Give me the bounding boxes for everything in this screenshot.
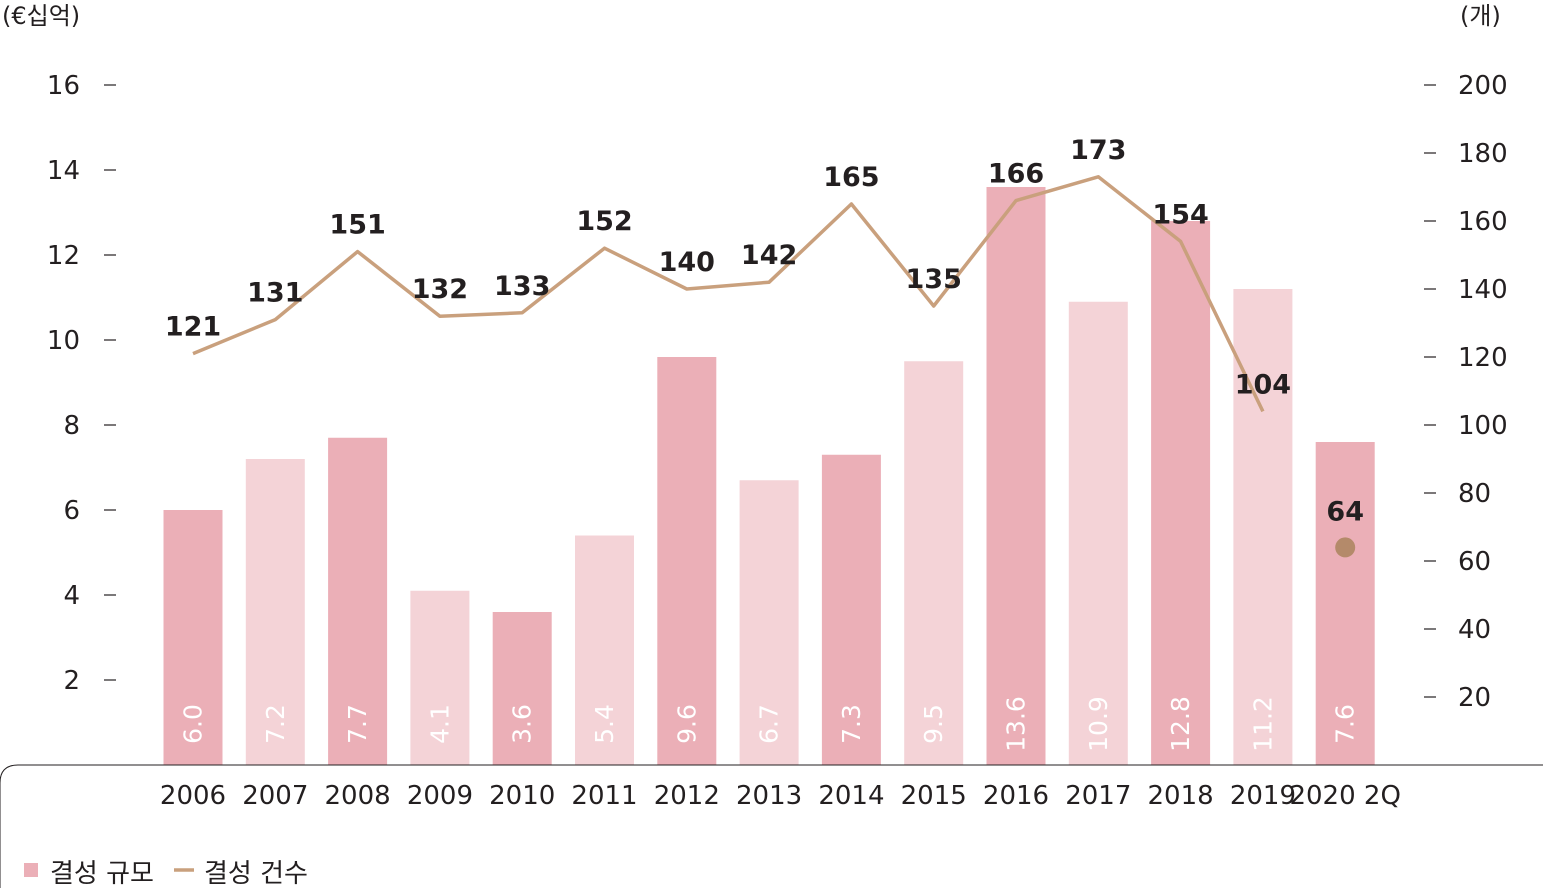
line-value-label: 131 (247, 278, 303, 309)
bar (986, 187, 1046, 765)
bar (904, 361, 964, 765)
line-value-label: 151 (329, 210, 385, 241)
x-axis: 2006 2007 2008 2009 2010 2011 2012 2013 2014 2015… (0, 764, 1543, 888)
bar-value-label: 7.3 (837, 704, 866, 744)
line-value-label: 140 (659, 247, 715, 278)
right-tick-label: 180 (1458, 139, 1508, 169)
x-tick-label: 2008 (325, 781, 391, 811)
line-value-label: 142 (741, 240, 797, 271)
right-tick-label: 80 (1458, 479, 1491, 509)
x-tick-label: 2007 (242, 781, 308, 811)
x-tick-label: 2006 (160, 781, 226, 811)
bar (492, 612, 552, 765)
right-tick-label: 140 (1458, 275, 1508, 305)
right-tick-label: 20 (1458, 683, 1491, 713)
line-value-label: 166 (988, 159, 1044, 190)
bar-value-label: 7.6 (1331, 704, 1360, 744)
x-tick-label: 2010 (489, 781, 555, 811)
x-tick-label: 2020 2Q (1289, 781, 1400, 811)
right-tick-label: 40 (1458, 615, 1491, 645)
line-value-label: 165 (823, 162, 879, 193)
bar-value-label: 9.6 (672, 704, 701, 744)
line-value-label: 121 (165, 312, 221, 343)
line-value-label: 104 (1235, 369, 1291, 400)
bar (1315, 442, 1375, 765)
x-axis-baseline (0, 764, 1543, 888)
x-tick-label: 2017 (1065, 781, 1131, 811)
bar-value-label: 7.2 (261, 704, 290, 744)
left-tick-label: 12 (47, 241, 80, 271)
bar-value-label: 12.8 (1166, 696, 1195, 752)
left-tick-label: 2 (63, 666, 80, 696)
x-tick-label: 2013 (736, 781, 802, 811)
legend-swatch-bar (24, 863, 38, 877)
bar (1068, 301, 1128, 765)
bar-value-label: 13.6 (1002, 696, 1031, 752)
line-value-label: 64 (1326, 496, 1364, 527)
bar (1151, 221, 1211, 765)
line-series: 121 131 151 132 133 152 140 142 165 135 166 173 154 1… (165, 135, 1364, 558)
bar (821, 454, 881, 765)
bar-value-label: 5.4 (590, 704, 619, 744)
right-tick-label: 60 (1458, 547, 1491, 577)
line-value-label: 132 (412, 274, 468, 305)
left-tick-label: 10 (47, 326, 80, 356)
line-point (1335, 537, 1356, 558)
bar-value-label: 10.9 (1084, 696, 1113, 752)
line-value-label: 133 (494, 271, 550, 302)
legend-label-bar: 결성 규모 (50, 859, 154, 888)
bar (245, 459, 305, 765)
left-tick-label: 8 (63, 411, 80, 441)
bar (163, 510, 223, 765)
bar-value-label: 7.7 (343, 704, 372, 744)
left-tick-label: 6 (63, 496, 80, 526)
x-tick-label: 2015 (901, 781, 967, 811)
left-tick-label: 16 (47, 71, 80, 101)
x-tick-label: 2009 (407, 781, 473, 811)
right-axis: 20 40 60 80 100 120 140 160 180 200 (1424, 71, 1508, 713)
left-axis: 2 4 6 8 10 12 14 16 (47, 71, 116, 696)
line-value-label: 154 (1152, 199, 1208, 230)
bar (575, 535, 634, 765)
left-tick-label: 4 (63, 581, 80, 611)
bar-value-label: 11.2 (1248, 696, 1277, 752)
bar-value-label: 9.5 (919, 704, 948, 744)
bar (657, 357, 717, 765)
x-tick-label: 2019 (1230, 781, 1296, 811)
line-value-label: 152 (576, 206, 632, 237)
bar-value-label: 3.6 (508, 704, 537, 744)
x-tick-label: 2016 (983, 781, 1049, 811)
bar (410, 590, 470, 765)
bar-value-label: 6.0 (179, 704, 208, 744)
x-tick-label: 2018 (1148, 781, 1214, 811)
line-path (192, 175, 1265, 413)
bar (328, 437, 388, 765)
line-value-label: 173 (1070, 135, 1126, 166)
bar (739, 480, 799, 765)
legend-label-line: 결성 건수 (204, 859, 308, 888)
bar-value-label: 4.1 (425, 704, 454, 744)
right-tick-label: 200 (1458, 71, 1508, 101)
right-tick-label: 100 (1458, 411, 1508, 441)
x-tick-label: 2011 (571, 781, 637, 811)
x-tick-label: 2012 (654, 781, 720, 811)
legend: 결성 규모 결성 건수 (24, 859, 308, 888)
bar-series: 6.0 7.2 7.7 4.1 3.6 5.4 9.6 6.7 7.3 9.5 13.6 10.9 12… (163, 187, 1375, 765)
bar-value-label: 6.7 (755, 704, 784, 744)
left-tick-label: 14 (47, 156, 80, 186)
left-axis-unit: (€십억) (2, 2, 80, 30)
x-tick-label: 2014 (818, 781, 884, 811)
right-tick-label: 160 (1458, 207, 1508, 237)
bar (1233, 289, 1293, 765)
right-axis-unit: (개) (1460, 2, 1501, 30)
right-tick-label: 120 (1458, 343, 1508, 373)
line-value-label: 135 (906, 264, 962, 295)
